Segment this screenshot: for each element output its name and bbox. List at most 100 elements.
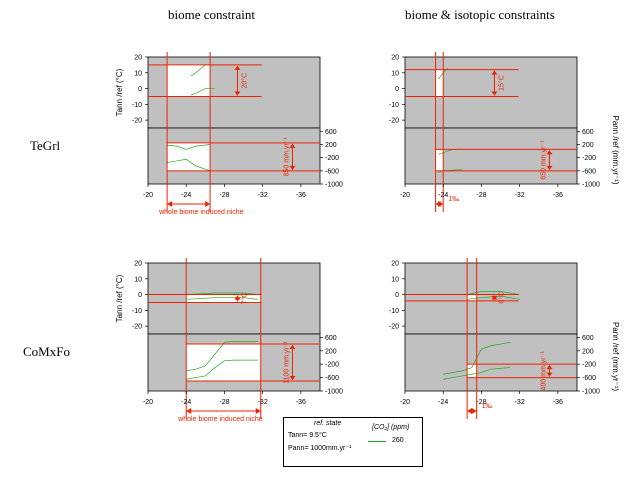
panel-0-temp-tick-label-4: -20 xyxy=(132,118,142,125)
panel-0-x-tick-label-2: -28 xyxy=(219,192,229,199)
panel-2-precip-niche xyxy=(186,344,261,381)
panel-0-niche-label: whole biome induced niche xyxy=(158,209,244,216)
panel-3-precip-range-label: 400 mm.yr⁻¹ xyxy=(540,351,547,391)
panel-0-niche-arrowhead-right xyxy=(205,201,210,207)
panel-2-temp-ylabel: Tann /ref (°C) xyxy=(115,274,124,322)
panel-1-precip-range-label: 650 mm.yr⁻¹ xyxy=(540,140,547,180)
panel-0-temp-niche xyxy=(167,65,210,97)
panel-3-temp-tick-label-4: -20 xyxy=(389,324,399,331)
panel-0-x-tick-label-4: -36 xyxy=(296,192,306,199)
panel-0-x-tick-label-1: -24 xyxy=(181,192,191,199)
panel-2-precip-tick-label-0: 600 xyxy=(325,335,337,342)
legend-ref-tann: Tann= 9.5°C xyxy=(288,432,327,439)
panel-1-temp-bg xyxy=(405,57,577,128)
panel-1-isotope-label: 1‰ xyxy=(448,196,459,203)
panel-0-precip-tick-label-4: -1000 xyxy=(325,182,343,189)
panel-0-precip-tick-label-3: -600 xyxy=(325,168,339,175)
panel-1-precip-ylabel: Pann /ref (mm.yr⁻¹) xyxy=(611,115,620,184)
panel-2-precip-tick-label-1: 200 xyxy=(325,348,337,355)
panel-1-temp-tick-label-0: 20 xyxy=(391,55,399,62)
panel-2-temp-tick-label-4: -20 xyxy=(132,324,142,331)
panel-3-niche-arrowhead-left xyxy=(467,408,472,414)
panel-3-precip-tick-label-3: -600 xyxy=(582,375,596,382)
panel-2-x-tick-label-4: -36 xyxy=(296,399,306,406)
panel-2-temp-tick-label-3: -10 xyxy=(132,308,142,315)
legend-co2-value: 260 xyxy=(392,437,404,444)
panel-3-x-tick-label-3: -32 xyxy=(515,399,525,406)
panel-2-x-tick-label-3: -32 xyxy=(258,399,268,406)
panel-3-niche-arrowhead-right xyxy=(472,408,477,414)
panel-1-x-tick-label-1: -24 xyxy=(438,192,448,199)
panel-0-temp-ylabel: Tann /ref (°C) xyxy=(115,68,124,116)
panel-1-precip-niche xyxy=(436,149,444,170)
panel-1-precip-tick-label-2: -200 xyxy=(582,155,596,162)
panel-3-precip-tick-label-0: 600 xyxy=(582,335,594,342)
legend-ref-pann: Pann= 1000mm.yr⁻¹ xyxy=(288,444,351,452)
panel-3-temp-tick-label-1: 10 xyxy=(391,276,399,283)
panel-0-precip-range-label: 850 mm.yr⁻¹ xyxy=(283,137,290,177)
panel-3-precip-tick-label-2: -200 xyxy=(582,362,596,369)
panel-2-precip-tick-label-3: -600 xyxy=(325,375,339,382)
legend-box: ref. state Tann= 9.5°C Pann= 1000mm.yr⁻¹… xyxy=(283,417,423,467)
legend-co2-title: [CO₂] (ppm) xyxy=(372,424,409,431)
panel-2-precip-range-label: 1100 mm.yr⁻¹ xyxy=(283,341,290,384)
panel-2-temp-tick-label-1: 10 xyxy=(134,276,142,283)
panel-1-temp-tick-label-1: 10 xyxy=(391,70,399,77)
panel-1-niche-arrowhead-right xyxy=(438,201,443,207)
panel-0-temp-range-label: 20°C xyxy=(240,73,248,89)
panel-0-niche-arrowhead-left xyxy=(167,201,172,207)
panel-2-x-tick-label-0: -20 xyxy=(143,399,153,406)
panel-3-x-tick-label-1: -24 xyxy=(438,399,448,406)
panel-2-niche-arrowhead-right xyxy=(256,408,261,414)
panel-1-x-tick-label-2: -28 xyxy=(476,192,486,199)
panel-3-x-tick-label-4: -36 xyxy=(553,399,563,406)
panel-1-precip-tick-label-0: 600 xyxy=(582,129,594,136)
panel-3-temp-range-label: 6°C xyxy=(497,292,505,304)
panel-2-temp-range-label: 7°C xyxy=(240,293,248,305)
panel-2-temp-tick-label-0: 20 xyxy=(134,261,142,268)
panel-2-precip-tick-label-2: -200 xyxy=(325,362,339,369)
panel-3-precip-niche xyxy=(467,364,477,377)
legend-ref-title: ref. state xyxy=(314,420,341,427)
legend-co2-line xyxy=(368,441,386,442)
panel-3-temp-tick-label-2: 0 xyxy=(395,292,399,299)
panel-3-precip-bg xyxy=(405,334,577,391)
panel-3 xyxy=(402,258,580,419)
panel-3-temp-bg xyxy=(405,263,577,334)
panel-1-temp-tick-label-4: -20 xyxy=(389,118,399,125)
panel-3-precip-tick-label-4: -1000 xyxy=(582,389,600,396)
panel-3-precip-ylabel: Pann /ref (mm.yr⁻¹) xyxy=(611,322,620,391)
panel-1-precip-tick-label-4: -1000 xyxy=(582,182,600,189)
panel-0-precip-niche xyxy=(167,143,210,171)
panel-0-temp-tick-label-3: -10 xyxy=(132,102,142,109)
panel-0 xyxy=(145,52,323,212)
panel-2-temp-tick-label-2: 0 xyxy=(138,292,142,299)
panel-0-temp-tick-label-0: 20 xyxy=(134,55,142,62)
panel-3-x-tick-label-0: -20 xyxy=(400,399,410,406)
panel-1-x-tick-label-3: -32 xyxy=(515,192,525,199)
panel-0-precip-tick-label-2: -200 xyxy=(325,155,339,162)
panel-1-temp-range-label: 15°C xyxy=(497,75,505,91)
panel-0-temp-tick-label-2: 0 xyxy=(138,86,142,93)
panel-1-x-tick-label-0: -20 xyxy=(400,192,410,199)
panel-0-precip-tick-label-1: 200 xyxy=(325,142,337,149)
panel-1-precip-bg xyxy=(405,128,577,184)
panel-1-x-tick-label-4: -36 xyxy=(553,192,563,199)
panel-2-x-tick-label-2: -28 xyxy=(219,399,229,406)
panel-0-x-tick-label-3: -32 xyxy=(258,192,268,199)
panel-2-niche-label: whole biome induced niche xyxy=(177,416,263,423)
panel-2 xyxy=(145,258,323,419)
panel-2-x-tick-label-1: -24 xyxy=(181,399,191,406)
panel-0-temp-tick-label-1: 10 xyxy=(134,70,142,77)
panel-0-precip-tick-label-0: 600 xyxy=(325,129,337,136)
panel-1-precip-tick-label-3: -600 xyxy=(582,168,596,175)
panel-1-precip-tick-label-1: 200 xyxy=(582,142,594,149)
panel-2-niche-arrowhead-left xyxy=(186,408,191,414)
panel-2-precip-tick-label-4: -1000 xyxy=(325,389,343,396)
panel-1-temp-tick-label-3: -10 xyxy=(389,102,399,109)
panel-3-temp-tick-label-0: 20 xyxy=(391,261,399,268)
panel-1-temp-tick-label-2: 0 xyxy=(395,86,399,93)
panel-1-temp-niche xyxy=(436,70,444,97)
panel-3-isotope-label: 1‰ xyxy=(482,403,493,410)
